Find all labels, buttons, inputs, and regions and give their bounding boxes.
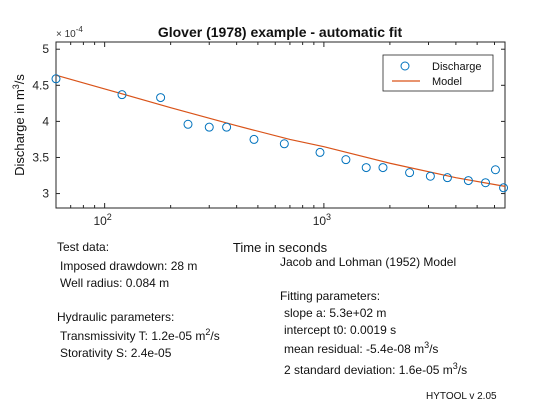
discharge-point	[442, 173, 452, 183]
model-name-text: Jacob and Lohman (1952) Model	[280, 255, 457, 269]
discharge-point	[279, 139, 289, 149]
discharge-point	[499, 183, 509, 193]
slope-text: slope a: 5.3e+02 m	[284, 306, 387, 320]
transmissivity-unit: /s	[210, 329, 220, 343]
intercept-text: intercept t0: 0.0019 s	[284, 323, 397, 337]
discharge-point	[463, 176, 473, 186]
chart-title: Glover (1978) example - automatic fit	[158, 24, 403, 40]
discharge-point	[405, 168, 415, 178]
version-label: HYTOOL v 2.05	[426, 391, 497, 402]
legend-discharge-label: Discharge	[432, 61, 482, 73]
y-multiplier-exp: -4	[76, 25, 84, 34]
legend-box	[382, 54, 494, 92]
std-deviation-sup: 3	[452, 361, 458, 371]
discharge-point	[315, 147, 325, 157]
discharge-point	[341, 155, 351, 165]
y-axis-label-tail: /s	[12, 74, 27, 85]
hydraulic-header: Hydraulic parameters:	[57, 310, 175, 324]
x-tick-label: 103	[313, 212, 331, 228]
discharge-point	[204, 122, 214, 132]
discharge-point	[183, 119, 193, 129]
std-deviation-unit: /s	[457, 363, 468, 377]
x-tick-exp: 3	[326, 212, 331, 222]
model-curve	[55, 74, 506, 187]
drawdown-text: Imposed drawdown: 28 m	[60, 259, 198, 273]
y-tick-label: 3	[42, 187, 49, 201]
y-axis-label-sup: 3	[11, 84, 21, 89]
std-deviation-main: 2 standard deviation: 1.6e-05 m	[284, 363, 453, 377]
y-tick-label: 4.5	[32, 78, 49, 92]
legend-model-label: Model	[432, 76, 462, 88]
discharge-point	[249, 134, 259, 144]
discharge-point	[425, 171, 435, 181]
x-tick-base: 10	[93, 214, 107, 228]
x-tick-exp: 2	[107, 212, 112, 222]
discharge-point	[361, 163, 371, 173]
discharge-point	[51, 74, 61, 84]
mean-residual-text: mean residual: -5.4e-08 m3/s	[284, 340, 439, 357]
x-tick-label: 102	[93, 212, 111, 228]
y-multiplier-base: × 10	[56, 29, 76, 40]
discharge-point	[481, 178, 491, 188]
test-data-header: Test data:	[57, 240, 110, 254]
mean-residual-sup: 3	[424, 340, 430, 350]
legend: Discharge Model	[382, 54, 494, 92]
discharge-point	[222, 122, 232, 132]
well-radius-text: Well radius: 0.084 m	[60, 276, 170, 290]
discharge-point	[117, 90, 127, 100]
x-axis-label: Time in seconds	[233, 240, 328, 255]
y-axis-label-main: Discharge in m	[12, 89, 27, 176]
discharge-markers	[51, 74, 509, 193]
transmissivity-text: Transmissivity T: 1.2e-05 m2/s	[60, 327, 220, 344]
y-multiplier: × 10-4	[56, 25, 83, 40]
x-tick-base: 10	[313, 214, 327, 228]
discharge-point	[156, 93, 166, 103]
y-tick-label: 3.5	[32, 150, 49, 164]
y-axis-label: Discharge in m3/s	[11, 74, 27, 176]
y-axis-ticks: 3 3.5 4 4.5 5	[32, 42, 505, 201]
y-tick-label: 4	[42, 114, 49, 128]
legend-discharge-marker	[400, 61, 410, 71]
transmissivity-main: Transmissivity T: 1.2e-05 m	[60, 329, 206, 343]
x-axis-ticks: 102 103	[55, 42, 495, 228]
transmissivity-sup: 2	[205, 327, 211, 337]
std-deviation-text: 2 standard deviation: 1.6e-05 m3/s	[284, 361, 468, 378]
discharge-point	[378, 163, 388, 173]
mean-residual-main: mean residual: -5.4e-08 m	[284, 342, 425, 356]
y-tick-label: 5	[42, 42, 49, 56]
fitting-header: Fitting parameters:	[280, 289, 381, 303]
mean-residual-unit: /s	[429, 342, 439, 356]
storativity-text: Storativity S: 2.4e-05	[60, 346, 172, 360]
discharge-point	[490, 165, 500, 175]
